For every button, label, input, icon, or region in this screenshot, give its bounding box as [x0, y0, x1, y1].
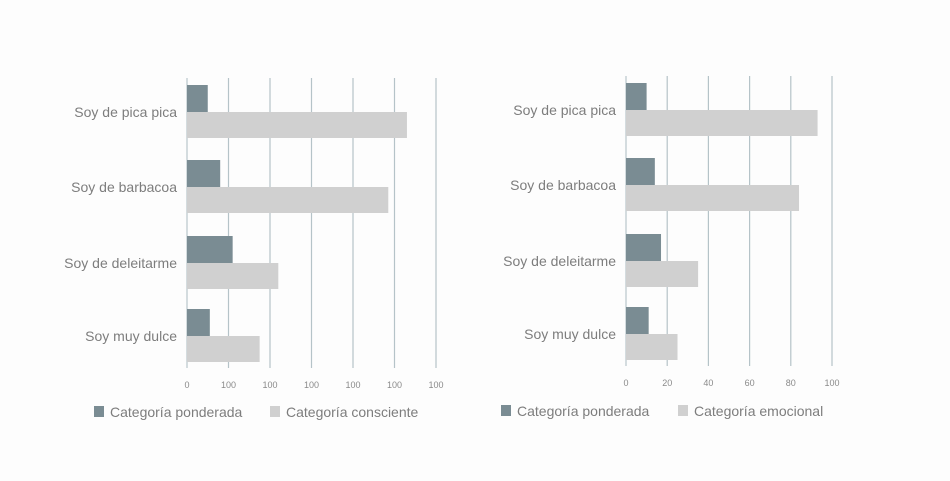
- x-tick-label: 0: [623, 378, 628, 388]
- category-label: Soy de pica pica: [74, 104, 177, 120]
- bar-1-ponderada: [187, 309, 210, 336]
- category-label: Soy de deleitarme: [503, 253, 616, 269]
- bar-2-secondary: [626, 185, 800, 211]
- bar-2-secondary: [626, 110, 818, 136]
- x-tick-label: 100: [345, 380, 360, 390]
- bar-1-secondary: [187, 336, 260, 362]
- bar-1-ponderada: [187, 160, 221, 187]
- legend-swatch: [270, 406, 280, 417]
- category-label: Soy de barbacoa: [71, 179, 177, 195]
- x-tick-label: 100: [221, 380, 236, 390]
- bar-2-ponderada: [626, 234, 662, 261]
- x-tick-label: 80: [786, 378, 796, 388]
- bar-1-secondary: [187, 112, 407, 138]
- legend-swatch: [678, 405, 688, 416]
- category-label: Soy de deleitarme: [64, 255, 177, 271]
- bar-2-secondary: [626, 334, 678, 360]
- legend-swatch: [94, 406, 104, 417]
- category-label: Soy muy dulce: [524, 326, 616, 342]
- x-tick-label: 100: [262, 380, 277, 390]
- bar-2-ponderada: [626, 158, 655, 185]
- x-tick-label: 60: [745, 378, 755, 388]
- category-label: Soy de barbacoa: [510, 177, 616, 193]
- bar-1-secondary: [187, 263, 279, 289]
- category-label: Soy muy dulce: [85, 328, 177, 344]
- legend-swatch: [501, 405, 511, 416]
- bar-1-ponderada: [187, 236, 233, 263]
- bar-2-ponderada: [626, 83, 647, 110]
- legend-label: Categoría emocional: [694, 403, 823, 419]
- x-tick-label: 0: [184, 380, 189, 390]
- chart-2: Soy de pica pica Soy de barbacoa Soy de de…: [501, 76, 840, 419]
- x-tick-label: 100: [304, 380, 319, 390]
- x-tick-label: 20: [662, 378, 672, 388]
- legend-label: Categoría consciente: [286, 404, 419, 420]
- bar-1-ponderada: [187, 85, 208, 112]
- bar-2-secondary: [626, 261, 699, 287]
- legend-label: Categoría ponderada: [517, 403, 650, 419]
- x-tick-label: 100: [387, 380, 402, 390]
- category-label: Soy de pica pica: [513, 102, 616, 118]
- x-tick-label: 40: [703, 378, 713, 388]
- x-tick-label: 100: [824, 378, 839, 388]
- chart-1: Soy de pica pica Soy de barbacoa Soy de de…: [64, 78, 444, 420]
- bar-1-secondary: [187, 187, 389, 213]
- legend-label: Categoría ponderada: [110, 404, 243, 420]
- x-tick-label: 100: [428, 380, 443, 390]
- bar-2-ponderada: [626, 307, 649, 334]
